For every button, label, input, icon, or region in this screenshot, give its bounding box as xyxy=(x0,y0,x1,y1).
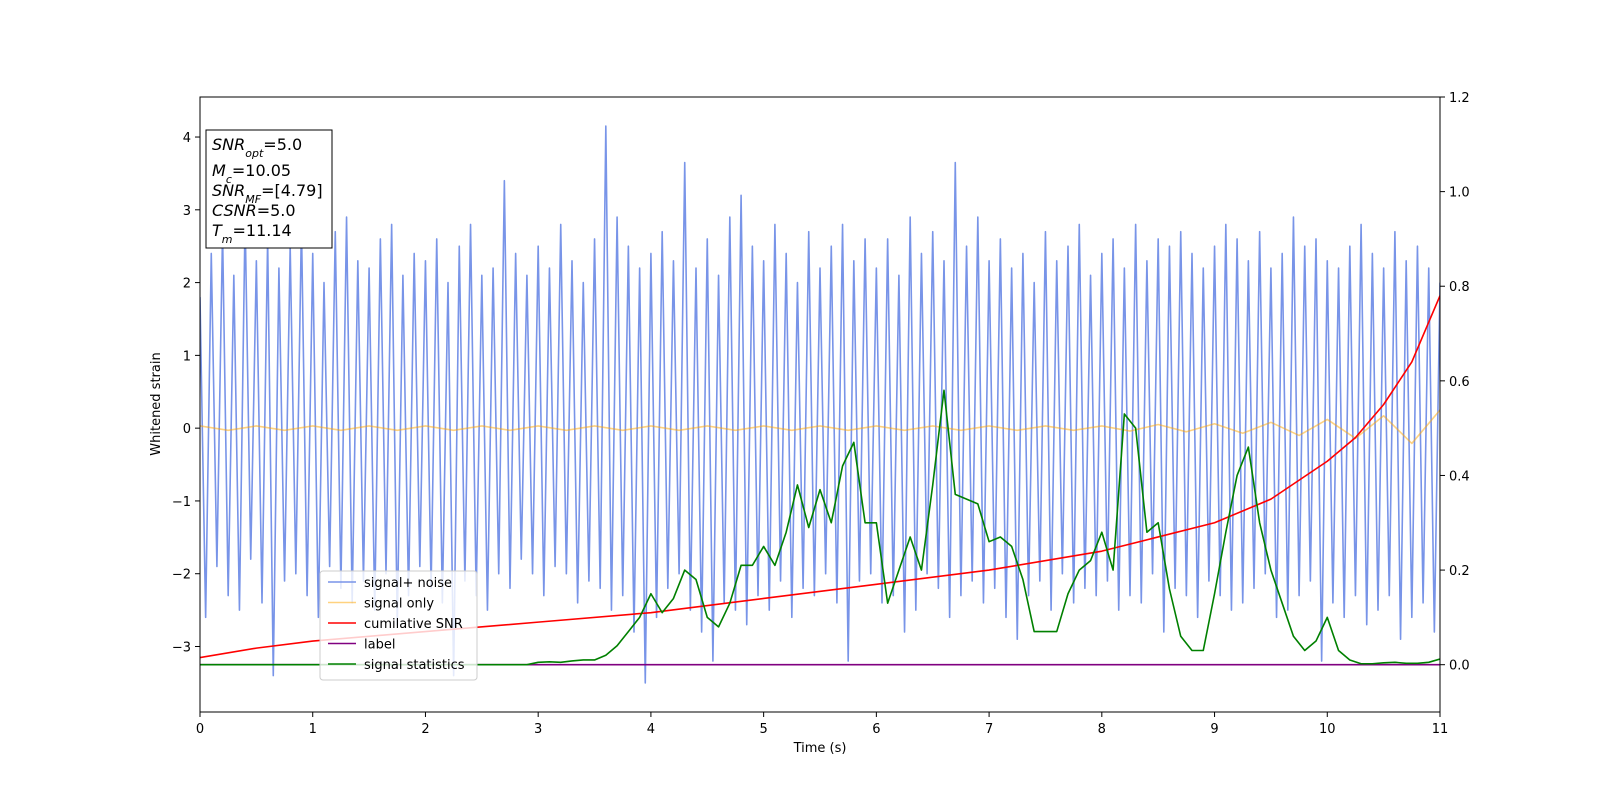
legend-label: signal only xyxy=(364,597,434,612)
legend: signal+ noise signal only cumilative SNR la… xyxy=(319,570,478,681)
y2-tick-label: 0.6 xyxy=(1449,375,1470,390)
x-tick-label: 8 xyxy=(1098,722,1106,737)
annotation-rest: =[4.79] xyxy=(261,181,323,200)
y2-tick-label: 0.4 xyxy=(1449,469,1470,484)
y2-tick-label: 1.2 xyxy=(1449,91,1470,106)
x-tick-label: 10 xyxy=(1319,722,1336,737)
x-tick-label: 6 xyxy=(872,722,880,737)
annotation-sub: c xyxy=(226,173,232,186)
y-axis-label: Whitened strain xyxy=(149,352,164,455)
legend-label: signal+ noise xyxy=(364,576,452,591)
annotation-line: SNRopt=5.0 xyxy=(212,135,302,160)
x-tick-label: 0 xyxy=(196,722,204,737)
annotation-main: M xyxy=(212,161,226,180)
annotation-main: CSNR xyxy=(212,201,257,220)
x-axis-label: Time (s) xyxy=(793,741,847,756)
y-tick-label: −1 xyxy=(172,495,191,510)
x-tick-label: 7 xyxy=(985,722,993,737)
x-tick-label: 2 xyxy=(421,722,429,737)
y-tick-label: −2 xyxy=(172,568,191,583)
y2-tick-label: 0.2 xyxy=(1449,564,1470,579)
annotation-main: T xyxy=(212,221,223,240)
annotation-line: Tm=11.14 xyxy=(212,221,292,246)
y-tick-label: 4 xyxy=(183,131,191,146)
annotation-main: SNR xyxy=(212,135,245,154)
annotation-line: Mc=10.05 xyxy=(212,161,291,186)
annotation-sub: opt xyxy=(245,147,264,160)
legend-label: signal statistics xyxy=(364,658,465,673)
legend-frame xyxy=(319,570,478,681)
annotation-sub: MF xyxy=(245,193,261,206)
annotation-sub: m xyxy=(222,233,233,246)
y2-tick-label: 0.8 xyxy=(1449,280,1470,295)
annotation-line: SNRMF=[4.79] xyxy=(212,181,323,206)
y-tick-label: 0 xyxy=(183,422,191,437)
annotation-frame xyxy=(205,129,333,249)
annotation-main: SNR xyxy=(212,181,245,200)
y2-tick-label: 0.0 xyxy=(1449,659,1470,674)
x-tick-label: 11 xyxy=(1432,722,1449,737)
annotation-box: SNRopt=5.0Mc=10.05SNRMF=[4.79]CSNR=5.0Tm… xyxy=(205,129,333,249)
y-tick-label: 2 xyxy=(183,277,191,292)
series-line xyxy=(200,125,1440,684)
y-tick-label: 1 xyxy=(183,349,191,364)
y-tick-label: −3 xyxy=(172,640,191,655)
axes-frame xyxy=(199,96,1441,713)
legend-label: cumilative SNR xyxy=(364,617,463,632)
annotation-rest: =5.0 xyxy=(263,135,302,154)
annotation-rest: =5.0 xyxy=(257,201,296,220)
x-tick-label: 4 xyxy=(647,722,655,737)
y2-tick-label: 1.0 xyxy=(1449,186,1470,201)
x-tick-label: 5 xyxy=(759,722,767,737)
x-tick-label: 1 xyxy=(309,722,317,737)
legend-label: label xyxy=(364,638,395,653)
annotation-line: CSNR=5.0 xyxy=(212,201,296,220)
annotation-rest: =10.05 xyxy=(232,161,291,180)
series-line xyxy=(200,409,1440,445)
x-tick-label: 3 xyxy=(534,722,542,737)
y-tick-label: 3 xyxy=(183,204,191,219)
annotation-rest: =11.14 xyxy=(233,221,292,240)
x-tick-label: 9 xyxy=(1210,722,1218,737)
